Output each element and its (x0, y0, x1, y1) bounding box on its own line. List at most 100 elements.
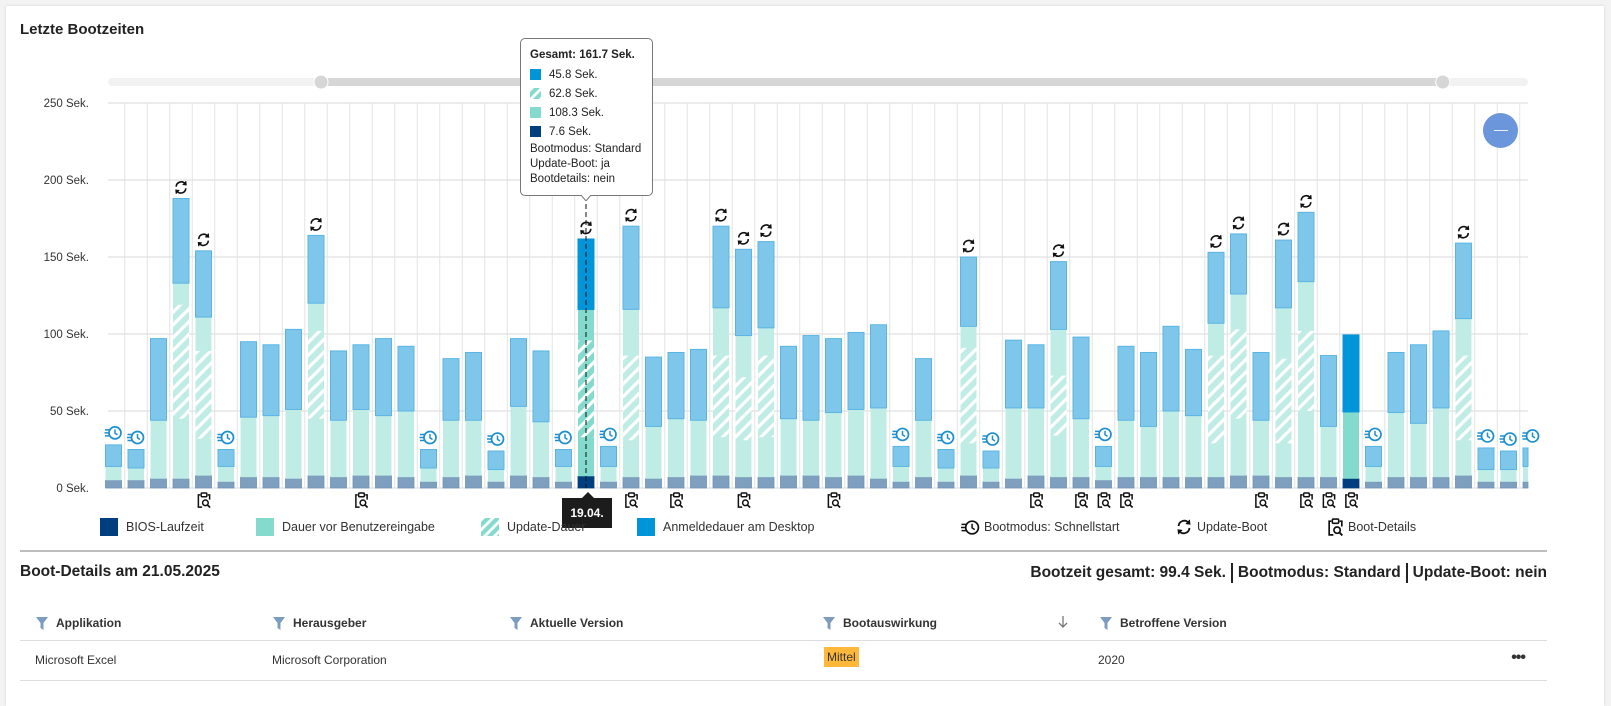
bar-segment-desktop[interactable] (555, 449, 572, 467)
bar-segment-bios[interactable] (510, 475, 527, 489)
bar[interactable] (870, 324, 887, 489)
bar-segment-before-input[interactable] (938, 467, 954, 482)
bar-segment-before-input[interactable] (1388, 412, 1404, 478)
bar-segment-before-input[interactable] (1365, 466, 1382, 482)
bar-segment-desktop[interactable] (960, 256, 977, 327)
bar[interactable] (397, 345, 415, 489)
bar-segment-bios[interactable] (1162, 476, 1180, 489)
bar[interactable] (667, 351, 685, 489)
legend-item-update[interactable]: Update-Dauer (481, 516, 586, 538)
boot-details-icon[interactable] (1322, 492, 1336, 509)
bar-segment-update[interactable] (758, 355, 774, 438)
bar-segment-desktop[interactable] (195, 250, 212, 318)
bar-segment-before-input[interactable] (825, 412, 842, 478)
bar-segment-desktop[interactable] (825, 338, 842, 414)
bar-segment-desktop[interactable] (735, 248, 752, 337)
bar-segment-desktop[interactable] (127, 449, 145, 469)
bar[interactable] (375, 338, 392, 489)
bar-segment-before-input[interactable] (150, 420, 167, 479)
bar-segment-bios[interactable] (555, 481, 572, 489)
boot-details-icon[interactable] (1255, 492, 1269, 509)
bar-segment-desktop[interactable] (1455, 242, 1472, 320)
bar-segment-update[interactable] (308, 330, 324, 419)
bar-segment-bios[interactable] (240, 476, 257, 489)
bar-segment-before-input[interactable] (443, 420, 459, 478)
bar-segment-before-input[interactable] (600, 466, 617, 482)
bar-segment-before-input[interactable] (1433, 407, 1449, 478)
bar-segment-before-input[interactable] (375, 415, 392, 476)
bar[interactable] (892, 445, 910, 489)
boot-details-icon[interactable] (1097, 492, 1111, 509)
bar-segment-desktop[interactable] (1320, 355, 1337, 427)
bar-segment-desktop[interactable] (780, 345, 797, 420)
bar[interactable] (825, 338, 842, 489)
bar-segment-before-input[interactable] (645, 426, 662, 479)
bar-segment-desktop[interactable] (1117, 345, 1135, 421)
bar-segment-bios[interactable] (1477, 481, 1495, 489)
bar[interactable] (645, 356, 662, 489)
bar[interactable] (802, 335, 820, 489)
bar-segment-desktop[interactable] (757, 241, 775, 329)
bar-segment-desktop[interactable] (172, 197, 190, 284)
bar-segment-bios[interactable] (960, 475, 977, 489)
bar-segment-desktop[interactable] (1162, 325, 1180, 412)
bar-segment-bios[interactable] (982, 481, 1000, 489)
bar-segment-bios[interactable] (195, 475, 212, 489)
bar[interactable] (735, 248, 752, 489)
bar[interactable] (1050, 261, 1067, 489)
bar-segment-desktop[interactable] (712, 225, 730, 309)
bar-segment-before-input[interactable] (1523, 466, 1528, 482)
bar-segment-before-input[interactable] (398, 411, 414, 478)
bar-segment-before-input[interactable] (240, 417, 257, 478)
bar[interactable] (1185, 348, 1202, 489)
bar[interactable] (195, 250, 212, 489)
bar[interactable] (240, 341, 257, 489)
boot-details-icon[interactable] (1075, 492, 1089, 509)
bar-segment-bios[interactable] (735, 476, 752, 489)
bar-segment-update[interactable] (1050, 375, 1067, 436)
bar-segment-bios[interactable] (465, 475, 482, 489)
bar[interactable] (420, 449, 437, 489)
boot-details-icon[interactable] (1345, 492, 1359, 509)
bar[interactable] (1027, 344, 1045, 489)
bar-segment-bios[interactable] (847, 475, 865, 489)
bar[interactable] (1365, 445, 1382, 489)
bar-segment-desktop[interactable] (1072, 336, 1090, 420)
bar-segment-bios[interactable] (1342, 478, 1360, 489)
bar-segment-bios[interactable] (1140, 476, 1157, 489)
bar-segment-bios[interactable] (712, 475, 730, 489)
bar-segment-bios[interactable] (127, 479, 145, 489)
bar-segment-desktop[interactable] (1500, 450, 1517, 471)
bar-segment-before-input[interactable] (1478, 469, 1494, 482)
filter-icon[interactable] (1100, 616, 1112, 630)
column-header-current-version[interactable]: Aktuelle Version (510, 616, 623, 630)
bar-segment-bios[interactable] (757, 476, 775, 489)
bar-segment-before-input[interactable] (1500, 469, 1517, 482)
bar-segment-before-input[interactable] (285, 409, 302, 479)
bar[interactable] (1500, 450, 1517, 489)
bar-segment-bios[interactable] (600, 481, 617, 489)
bar-segment-bios[interactable] (1005, 478, 1022, 489)
bar-segment-before-input[interactable] (803, 420, 819, 476)
bar-segment-desktop[interactable] (802, 335, 820, 421)
boot-details-icon[interactable] (737, 492, 751, 509)
column-header-application[interactable]: Applikation (36, 616, 121, 630)
bar-segment-bios[interactable] (825, 476, 842, 489)
bar-segment-bios[interactable] (1230, 475, 1247, 489)
bar-segment-bios[interactable] (285, 478, 302, 489)
bar-segment-bios[interactable] (1320, 476, 1337, 489)
bar-segment-desktop[interactable] (982, 450, 1000, 469)
bar-segment-bios[interactable] (915, 476, 932, 489)
zoom-out-button[interactable] (1483, 113, 1518, 148)
bar-segment-bios[interactable] (105, 479, 122, 489)
bar[interactable] (1297, 211, 1315, 489)
bar-segment-before-input[interactable] (353, 409, 369, 476)
bar-segment-desktop[interactable] (622, 225, 640, 310)
bar-segment-desktop[interactable] (532, 350, 550, 423)
bar-segment-desktop[interactable] (487, 450, 505, 471)
bar[interactable] (1207, 251, 1225, 489)
bar[interactable] (330, 350, 347, 489)
bar-segment-desktop[interactable] (465, 351, 482, 421)
table-row[interactable]: Microsoft Excel Microsoft Corporation Mi… (20, 641, 1547, 681)
bar-segment-bios[interactable] (937, 481, 955, 489)
